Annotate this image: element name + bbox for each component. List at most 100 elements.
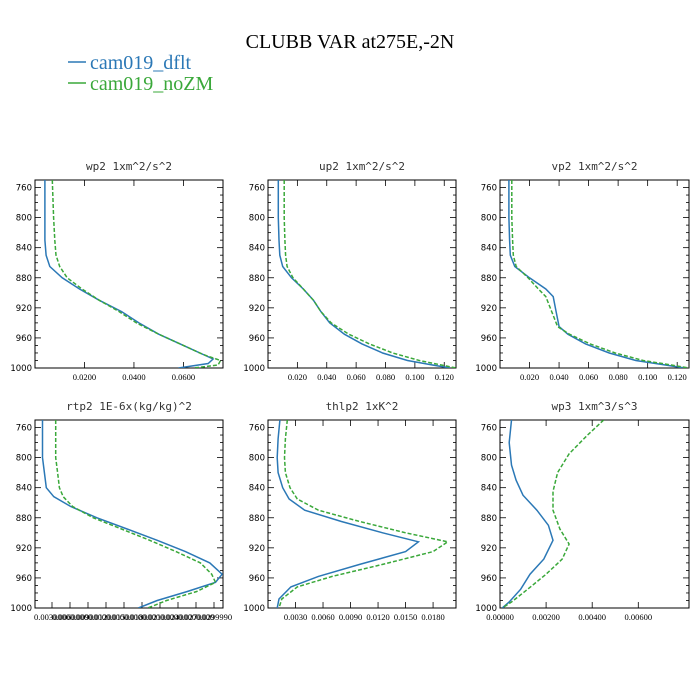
y-tick-label: 840 <box>249 484 265 494</box>
chart-panel-2: vp2 1xm^2/s^2 760 800 840 880 920 960 1000 0.020… <box>475 160 690 382</box>
y-tick-label: 1000 <box>10 604 32 614</box>
y-tick-label: 960 <box>249 334 265 344</box>
series-line-dflt <box>44 180 215 368</box>
y-tick-label: 920 <box>16 304 32 314</box>
x-tick-label: 0.120 <box>668 372 687 382</box>
panel-title: up2 1xm^2/s^2 <box>319 160 405 173</box>
y-tick-label: 800 <box>16 214 32 224</box>
x-tick-label: 0.0180000 <box>124 612 160 622</box>
series-line-dflt <box>41 420 223 608</box>
x-tick-label: 0.0090000 <box>70 612 106 622</box>
plot-frame <box>34 179 224 369</box>
chart-panel-1: up2 1xm^2/s^2 760 800 840 880 920 960 1000 0.020… <box>243 160 457 382</box>
x-tick-label: 0.0240000 <box>160 612 196 622</box>
y-tick-label: 880 <box>481 274 497 284</box>
x-tick-label: 0.0030 <box>284 612 307 622</box>
y-tick-label: 920 <box>16 544 32 554</box>
x-tick-label: 0.0120 <box>366 612 389 622</box>
y-tick-label: 800 <box>481 454 497 464</box>
y-tick-label: 840 <box>481 484 497 494</box>
plot-frame <box>267 419 457 609</box>
panel-title: rtp2 1E-6x(kg/kg)^2 <box>66 400 192 413</box>
series-line-nozm <box>511 180 689 368</box>
y-tick-label: 800 <box>481 214 497 224</box>
x-tick-label: 0.0060 <box>311 612 334 622</box>
y-tick-label: 960 <box>16 574 32 584</box>
figure-title: CLUBB VAR at275E,-2N <box>246 31 455 53</box>
y-tick-label: 880 <box>249 514 265 524</box>
x-tick-label: 0.00600 <box>624 612 652 622</box>
y-tick-label: 1000 <box>475 364 497 374</box>
y-tick-label: 1000 <box>10 364 32 374</box>
x-tick-label: 0.0150 <box>394 612 417 622</box>
y-tick-label: 840 <box>481 244 497 254</box>
y-tick-label: 800 <box>249 454 265 464</box>
x-tick-label: 0.080 <box>376 372 395 382</box>
plot-frame <box>267 179 457 369</box>
y-tick-label: 800 <box>249 214 265 224</box>
x-tick-label: 0.0060000 <box>52 612 88 622</box>
y-tick-label: 760 <box>249 184 265 194</box>
chart-panel-5: wp3 1xm^3/s^3 760 800 840 880 920 960 10000.000… <box>475 400 690 622</box>
x-tick-label: 0.060 <box>347 372 366 382</box>
panel-title: vp2 1xm^2/s^2 <box>551 160 637 173</box>
chart-panel-4: thlp2 1xK^2 760 800 840 880 920 960 1000 0.0030 0… <box>243 400 457 622</box>
x-tick-label: 0.0150000 <box>106 612 142 622</box>
y-tick-label: 880 <box>16 514 32 524</box>
x-tick-label: 0.040 <box>317 372 336 382</box>
legend-label-nozm: cam019_noZM <box>90 73 214 95</box>
y-tick-label: 960 <box>249 574 265 584</box>
y-tick-label: 760 <box>481 424 497 434</box>
plot-frame <box>499 179 690 369</box>
x-tick-label: 0.0270000 <box>178 612 214 622</box>
x-tick-label: 0.0210000 <box>142 612 178 622</box>
legend-label-dflt: cam019_dflt <box>90 52 192 74</box>
x-tick-label: 0.100 <box>638 372 657 382</box>
x-tick-label: 0.0299990 <box>196 612 232 622</box>
x-tick-label: 0.00000 <box>486 612 514 622</box>
series-line-nozm <box>278 420 450 608</box>
chart-panels: wp2 1xm^2/s^2 760 800 840 880 920 960 1000 0.020… <box>10 160 690 622</box>
y-tick-label: 880 <box>481 514 497 524</box>
y-tick-label: 840 <box>249 244 265 254</box>
series-line-dflt <box>276 420 421 608</box>
x-tick-label: 0.100 <box>405 372 424 382</box>
panel-title: thlp2 1xK^2 <box>326 400 399 413</box>
y-tick-label: 760 <box>16 424 32 434</box>
x-tick-label: 0.0030000 <box>34 612 70 622</box>
y-tick-label: 1000 <box>475 604 497 614</box>
series-line-nozm <box>501 420 605 608</box>
y-tick-label: 840 <box>16 244 32 254</box>
x-tick-label: 0.0200 <box>73 372 96 382</box>
chart-panel-3: rtp2 1E-6x(kg/kg)^2 760 800 840 880 920 960 100… <box>10 400 232 622</box>
y-tick-label: 960 <box>481 574 497 584</box>
y-tick-label: 920 <box>481 304 497 314</box>
y-tick-label: 920 <box>481 544 497 554</box>
x-tick-label: 0.120 <box>435 372 454 382</box>
chart-panel-0: wp2 1xm^2/s^2 760 800 840 880 920 960 1000 0.020… <box>10 160 224 382</box>
y-tick-label: 840 <box>16 484 32 494</box>
y-tick-label: 960 <box>16 334 32 344</box>
y-tick-label: 1000 <box>243 364 265 374</box>
x-tick-label: 0.0090 <box>339 612 362 622</box>
y-tick-label: 800 <box>16 454 32 464</box>
plot-frame <box>34 419 224 609</box>
y-tick-label: 760 <box>16 184 32 194</box>
y-tick-label: 880 <box>16 274 32 284</box>
panel-title: wp2 1xm^2/s^2 <box>86 160 172 173</box>
x-tick-label: 0.020 <box>520 372 539 382</box>
x-tick-label: 0.020 <box>288 372 307 382</box>
x-tick-label: 0.060 <box>579 372 598 382</box>
series-line-dflt <box>508 180 685 368</box>
x-tick-label: 0.0120000 <box>88 612 124 622</box>
y-tick-label: 1000 <box>243 604 265 614</box>
y-tick-label: 920 <box>249 544 265 554</box>
x-tick-label: 0.00200 <box>532 612 560 622</box>
x-tick-label: 0.00400 <box>578 612 606 622</box>
panel-title: wp3 1xm^3/s^3 <box>551 400 637 413</box>
series-line-nozm <box>51 180 222 368</box>
series-line-dflt <box>277 180 451 368</box>
legend: cam019_dflt cam019_noZM <box>68 52 214 95</box>
y-tick-label: 760 <box>249 424 265 434</box>
